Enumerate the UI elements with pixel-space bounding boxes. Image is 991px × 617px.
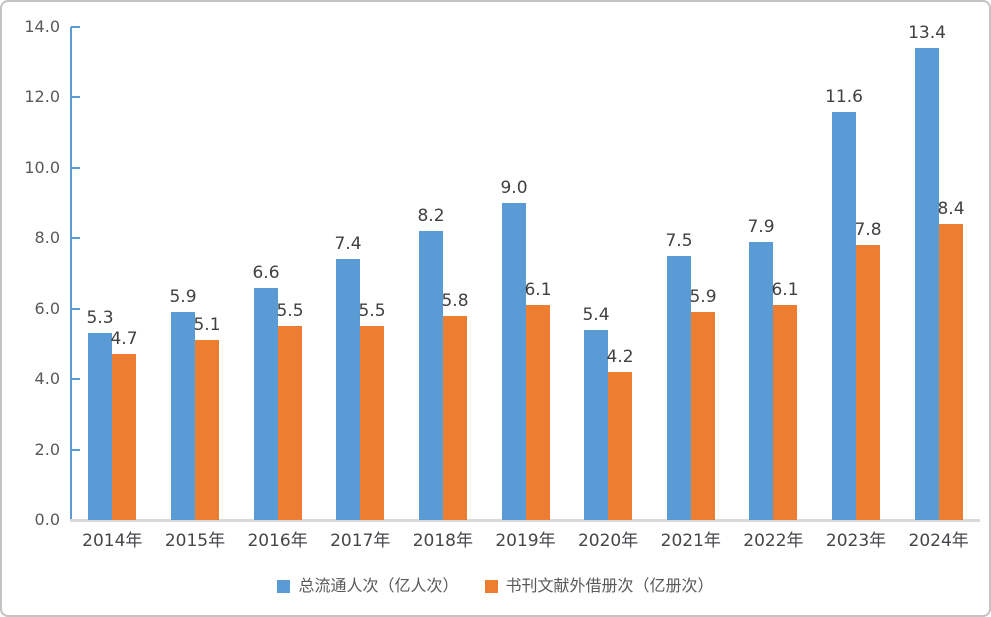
bar-value-label: 7.9	[747, 217, 775, 237]
y-axis-tick-label: 6.0	[34, 298, 60, 318]
y-axis-tick-label: 12.0	[24, 87, 60, 107]
y-axis-tick-mark	[71, 448, 80, 451]
bar-series2-2022年	[773, 305, 797, 520]
y-axis-tick-label: 14.0	[24, 17, 60, 36]
bar-series2-2021年	[691, 312, 715, 520]
legend-item-series2: 书刊文献外借册次（亿册次）	[484, 576, 714, 596]
bar-series2-2017年	[360, 326, 384, 520]
x-axis-category-label: 2024年	[908, 531, 969, 551]
bar-value-label: 5.9	[169, 287, 197, 307]
y-axis-tick-label: 8.0	[34, 228, 60, 248]
y-axis-tick-mark	[71, 166, 80, 169]
bar-value-label: 7.8	[854, 220, 882, 240]
x-axis-category-label: 2019年	[495, 531, 556, 551]
bar-value-label: 6.6	[252, 263, 280, 283]
bar-value-label: 6.1	[524, 280, 552, 300]
y-axis-tick-label: 0.0	[34, 510, 60, 529]
bar-value-label: 6.1	[771, 280, 799, 300]
x-axis-category-label: 2017年	[330, 531, 391, 551]
bar-series2-2019年	[526, 305, 550, 520]
bar-value-label: 5.1	[193, 315, 221, 335]
bar-series1-2014年	[88, 333, 112, 520]
x-axis-category-label: 2014年	[82, 531, 143, 551]
bar-series1-2022年	[749, 242, 773, 520]
y-axis-tick-mark	[71, 96, 80, 99]
bar-value-label: 5.5	[276, 301, 304, 321]
y-axis-tick-label: 4.0	[34, 369, 60, 389]
x-axis-category-label: 2018年	[412, 531, 473, 551]
bar-value-label: 5.9	[689, 287, 717, 307]
bar-value-label: 7.4	[334, 234, 362, 254]
y-axis-tick-label: 2.0	[34, 439, 60, 459]
chart-legend: 总流通人次（亿人次） 书刊文献外借册次（亿册次）	[2, 576, 989, 596]
legend-swatch-icon	[484, 579, 498, 593]
bar-series1-2020年	[584, 330, 608, 520]
legend-item-series1: 总流通人次（亿人次）	[277, 576, 459, 596]
bar-value-label: 5.5	[358, 301, 386, 321]
y-axis-line	[70, 27, 72, 520]
bar-value-label: 4.2	[606, 347, 634, 367]
bar-series2-2020年	[608, 372, 632, 520]
bar-series2-2024年	[939, 224, 963, 520]
bar-value-label: 4.7	[110, 329, 138, 349]
bar-value-label: 8.4	[937, 199, 965, 219]
bar-series1-2023年	[832, 112, 856, 520]
bar-series1-2015年	[171, 312, 195, 520]
legend-item-label: 书刊文献外借册次（亿册次）	[505, 576, 714, 595]
x-axis-category-label: 2023年	[825, 531, 887, 551]
bar-value-label: 5.8	[441, 291, 469, 311]
bar-series1-2024年	[915, 48, 939, 520]
x-axis-baseline	[70, 519, 980, 522]
x-axis-category-label: 2022年	[743, 531, 804, 551]
bar-series1-2021年	[667, 256, 691, 520]
bar-series1-2016年	[254, 288, 278, 520]
bar-series1-2019年	[502, 203, 526, 520]
bar-value-label: 5.4	[582, 305, 610, 325]
bar-value-label: 7.5	[665, 231, 693, 251]
bar-series1-2017年	[336, 259, 360, 520]
legend-swatch-icon	[277, 579, 291, 593]
y-axis-tick-mark	[71, 378, 80, 381]
bar-series2-2015年	[195, 340, 219, 520]
y-axis-tick-mark	[71, 307, 80, 310]
y-axis-tick-label: 10.0	[24, 157, 60, 177]
bar-series2-2014年	[112, 354, 136, 520]
bar-value-label: 5.3	[86, 308, 114, 328]
bar-value-label: 13.4	[908, 23, 946, 43]
x-axis-category-label: 2016年	[247, 531, 308, 551]
bar-value-label: 8.2	[417, 206, 445, 226]
bar-series1-2018年	[419, 231, 443, 520]
bar-series2-2018年	[443, 316, 467, 520]
x-axis-category-label: 2020年	[577, 531, 639, 551]
x-axis-category-label: 2015年	[164, 531, 226, 551]
y-axis-tick-mark	[71, 237, 80, 240]
bar-value-label: 9.0	[500, 178, 528, 198]
bar-series2-2016年	[278, 326, 302, 520]
x-axis-category-label: 2021年	[660, 531, 721, 551]
bar-value-label: 11.6	[825, 87, 863, 107]
y-axis-tick-mark	[71, 26, 80, 28]
bar-series2-2023年	[856, 245, 880, 520]
legend-item-label: 总流通人次（亿人次）	[298, 576, 459, 595]
